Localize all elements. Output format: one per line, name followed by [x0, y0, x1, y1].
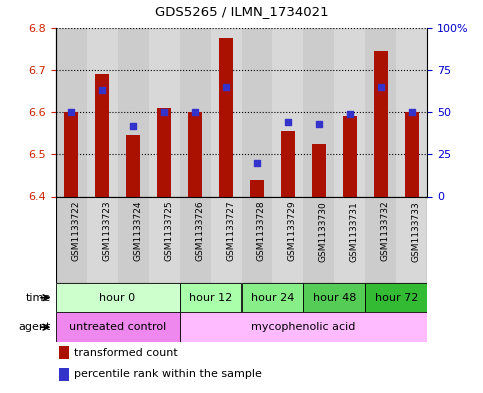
Bar: [188, 112, 202, 196]
Bar: [64, 112, 78, 196]
Text: hour 48: hour 48: [313, 293, 356, 303]
Point: [346, 110, 354, 117]
Bar: [219, 38, 233, 197]
Point: [315, 121, 323, 127]
Bar: [242, 283, 303, 312]
Text: transformed count: transformed count: [74, 348, 178, 358]
Point: [284, 119, 292, 125]
Bar: [397, 196, 427, 283]
Point: [408, 109, 416, 115]
Text: untreated control: untreated control: [69, 322, 166, 332]
Bar: [405, 112, 419, 196]
Bar: [157, 108, 171, 196]
Text: GSM1133732: GSM1133732: [381, 201, 390, 261]
Bar: [180, 196, 211, 283]
Bar: [56, 196, 86, 283]
Text: GSM1133725: GSM1133725: [164, 201, 173, 261]
Point: [67, 109, 75, 115]
Bar: [117, 28, 149, 196]
Bar: [334, 196, 366, 283]
Text: GDS5265 / ILMN_1734021: GDS5265 / ILMN_1734021: [155, 5, 328, 18]
Bar: [180, 312, 427, 342]
Text: GSM1133729: GSM1133729: [288, 201, 297, 261]
Bar: [149, 28, 180, 196]
Bar: [56, 312, 180, 342]
Bar: [211, 196, 242, 283]
Bar: [180, 283, 242, 312]
Bar: [242, 196, 272, 283]
Bar: [149, 196, 180, 283]
Point: [222, 84, 230, 90]
Text: GSM1133730: GSM1133730: [319, 201, 328, 262]
Bar: [95, 74, 109, 196]
Bar: [303, 283, 366, 312]
Point: [191, 109, 199, 115]
Bar: [303, 196, 334, 283]
Text: GSM1133726: GSM1133726: [195, 201, 204, 261]
Bar: [250, 180, 264, 196]
Bar: [180, 28, 211, 196]
Text: hour 72: hour 72: [375, 293, 418, 303]
Bar: [59, 346, 69, 359]
Bar: [312, 144, 326, 196]
Text: GSM1133731: GSM1133731: [350, 201, 359, 262]
Bar: [272, 28, 303, 196]
Point: [377, 84, 385, 90]
Text: GSM1133727: GSM1133727: [226, 201, 235, 261]
Point: [98, 87, 106, 93]
Bar: [59, 368, 69, 381]
Bar: [242, 28, 272, 196]
Point: [253, 160, 261, 166]
Bar: [281, 131, 295, 196]
Bar: [374, 51, 388, 196]
Text: mycophenolic acid: mycophenolic acid: [251, 322, 355, 332]
Bar: [303, 28, 334, 196]
Text: GSM1133723: GSM1133723: [102, 201, 111, 261]
Text: GSM1133728: GSM1133728: [257, 201, 266, 261]
Bar: [86, 196, 117, 283]
Bar: [56, 28, 86, 196]
Text: GSM1133722: GSM1133722: [71, 201, 80, 261]
Text: hour 0: hour 0: [99, 293, 136, 303]
Bar: [272, 196, 303, 283]
Bar: [117, 196, 149, 283]
Text: GSM1133733: GSM1133733: [412, 201, 421, 262]
Text: hour 24: hour 24: [251, 293, 294, 303]
Point: [160, 109, 168, 115]
Text: percentile rank within the sample: percentile rank within the sample: [74, 369, 262, 379]
Bar: [366, 196, 397, 283]
Text: agent: agent: [18, 322, 51, 332]
Bar: [366, 28, 397, 196]
Text: hour 12: hour 12: [189, 293, 232, 303]
Bar: [366, 283, 427, 312]
Bar: [397, 28, 427, 196]
Bar: [343, 116, 357, 196]
Point: [129, 122, 137, 129]
Text: time: time: [26, 293, 51, 303]
Text: GSM1133724: GSM1133724: [133, 201, 142, 261]
Bar: [334, 28, 366, 196]
Bar: [56, 283, 180, 312]
Bar: [126, 135, 140, 196]
Bar: [86, 28, 117, 196]
Bar: [211, 28, 242, 196]
